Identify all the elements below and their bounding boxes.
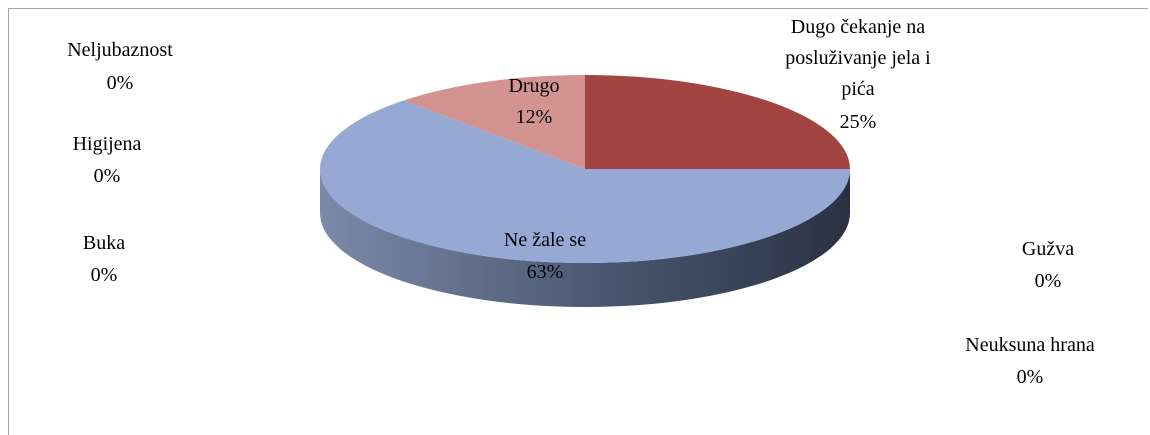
label-buka: Buka 0% [83, 232, 125, 286]
pie-slices [319, 75, 850, 264]
pie-slice-0 [585, 75, 850, 169]
label-line: Drugo [508, 75, 559, 97]
label-ne-zale-se: Ne žale se 63% [504, 229, 586, 283]
label-percent: 63% [527, 261, 564, 283]
label-line: Higijena [73, 133, 142, 155]
label-drugo: Drugo 12% [508, 75, 559, 128]
label-percent: 0% [107, 72, 134, 94]
chart-frame [8, 8, 1148, 435]
label-line: Dugo čekanje na [791, 16, 926, 38]
label-percent: 0% [94, 165, 121, 187]
label-dugo-cekanje: Dugo čekanje na posluživanje jela i pića… [785, 16, 931, 133]
label-percent: 0% [91, 264, 118, 286]
pie-side-ne-zale-se [320, 169, 850, 307]
label-percent: 25% [840, 111, 877, 133]
label-percent: 0% [1017, 366, 1044, 388]
pie-slice-3 [319, 100, 850, 264]
label-line: Ne žale se [504, 229, 586, 251]
label-percent: 0% [1035, 270, 1062, 292]
label-line: Buka [83, 232, 125, 254]
label-line: Gužva [1022, 238, 1074, 260]
label-neuksuna-hrana: Neuksuna hrana 0% [965, 334, 1095, 388]
label-guzva: Gužva 0% [1022, 238, 1074, 292]
label-higijena: Higijena 0% [73, 133, 142, 187]
label-line: pića [841, 78, 874, 100]
label-neljubaznost: Neljubaznost 0% [67, 39, 173, 94]
pie-slice-7 [403, 75, 585, 169]
label-percent: 12% [516, 106, 553, 128]
label-line: Neljubaznost [67, 39, 173, 61]
label-line: posluživanje jela i [785, 47, 931, 69]
label-line: Neuksuna hrana [965, 334, 1095, 356]
